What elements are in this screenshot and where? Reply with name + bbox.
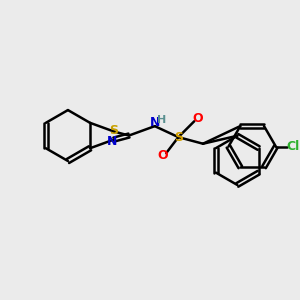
Text: S: S bbox=[110, 124, 118, 136]
Text: Cl: Cl bbox=[286, 140, 300, 153]
Text: N: N bbox=[107, 134, 118, 148]
Text: O: O bbox=[193, 112, 203, 125]
Text: O: O bbox=[158, 149, 168, 162]
Text: H: H bbox=[157, 115, 166, 125]
Text: S: S bbox=[174, 130, 183, 144]
Text: N: N bbox=[150, 116, 160, 129]
